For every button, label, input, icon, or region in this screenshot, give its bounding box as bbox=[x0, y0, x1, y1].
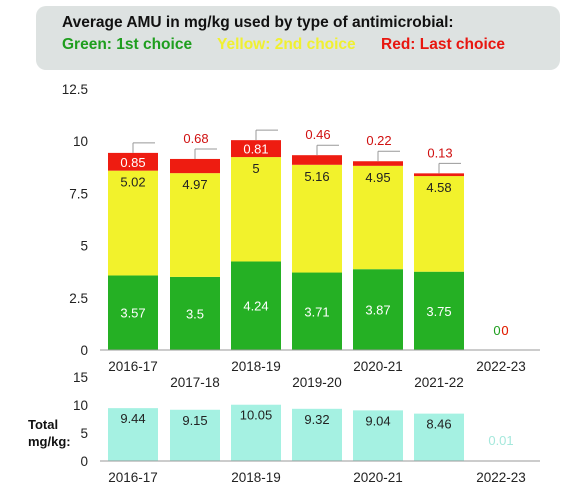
legend-yellow: Yellow: 2nd choice bbox=[217, 36, 356, 53]
x-tick-label: 2017-18 bbox=[170, 375, 220, 390]
total-x-tick-label: 2022-23 bbox=[476, 470, 526, 485]
total-data-label: 8.46 bbox=[426, 417, 451, 432]
total-data-label: 9.44 bbox=[120, 411, 145, 426]
bar-segment-yellow bbox=[353, 165, 403, 270]
bar-segment-green bbox=[108, 275, 158, 350]
total-x-tick-label: 2018-19 bbox=[231, 470, 281, 485]
total-bar bbox=[108, 408, 158, 461]
y-tick-label: 5 bbox=[80, 239, 88, 254]
x-tick-label: 2016-17 bbox=[108, 359, 158, 374]
data-label-green: 3.71 bbox=[304, 304, 329, 319]
bar-segment-green bbox=[292, 272, 342, 350]
total-x-tick-label: 2016-17 bbox=[108, 470, 158, 485]
data-label-yellow: 4.58 bbox=[426, 180, 451, 195]
y-tick-label: 0 bbox=[80, 343, 88, 358]
x-tick-label: 2022-23 bbox=[476, 359, 526, 374]
x-tick-label: 2018-19 bbox=[231, 359, 281, 374]
bar-segment-yellow bbox=[414, 176, 464, 272]
bar-segment-green bbox=[170, 276, 220, 350]
total-bar bbox=[231, 404, 281, 461]
data-label-green: 3.5 bbox=[186, 306, 204, 321]
bar-segment-red bbox=[414, 173, 464, 177]
total-label-line-2: mg/kg: bbox=[28, 434, 71, 449]
y-tick-label: 10 bbox=[73, 134, 88, 149]
data-label-red: 0.85 bbox=[120, 155, 145, 170]
data-label-green: 3.75 bbox=[426, 304, 451, 319]
data-label-green: 3.87 bbox=[365, 303, 390, 318]
total-bar bbox=[170, 409, 220, 461]
total-data-label: 10.05 bbox=[240, 408, 273, 423]
legend-red: Red: Last choice bbox=[381, 36, 506, 53]
bar-segment-red bbox=[170, 158, 220, 174]
data-label-yellow: 5.02 bbox=[120, 175, 145, 190]
total-y-tick-label: 15 bbox=[73, 370, 88, 385]
bar-segment-green bbox=[414, 271, 464, 350]
data-label-yellow: 0 bbox=[501, 323, 508, 338]
x-tick-label: 2019-20 bbox=[292, 375, 342, 390]
total-y-tick-label: 5 bbox=[80, 426, 88, 441]
bar-segment-yellow bbox=[108, 170, 158, 276]
data-label-red: 0 bbox=[501, 323, 508, 338]
data-label-yellow: 5 bbox=[252, 161, 259, 176]
data-label-yellow: 4.95 bbox=[365, 170, 390, 185]
data-label-red: 0.13 bbox=[427, 145, 452, 160]
bar-segment-green bbox=[231, 261, 281, 350]
total-data-label: 9.15 bbox=[182, 413, 207, 428]
total-data-label: 9.32 bbox=[304, 412, 329, 427]
total-y-tick-label: 10 bbox=[73, 398, 88, 413]
data-label-red: 0.22 bbox=[366, 133, 391, 148]
data-label-red: 0.46 bbox=[305, 127, 330, 142]
x-tick-label: 2021-22 bbox=[414, 375, 464, 390]
y-tick-label: 2.5 bbox=[69, 291, 88, 306]
total-bar bbox=[414, 413, 464, 461]
y-tick-label: 12.5 bbox=[62, 82, 88, 97]
data-label-yellow: 4.97 bbox=[182, 177, 207, 192]
total-label-line-1: Total bbox=[28, 417, 59, 432]
legend-box: Average AMU in mg/kg used by type of ant… bbox=[36, 6, 560, 70]
data-label-red: 0.68 bbox=[183, 131, 208, 146]
bar-segment-red bbox=[353, 161, 403, 166]
bar-segment-red bbox=[108, 152, 158, 171]
legend-title: Average AMU in mg/kg used by type of ant… bbox=[62, 14, 454, 31]
legend-green: Green: 1st choice bbox=[62, 36, 193, 53]
bar-segment-yellow bbox=[231, 157, 281, 262]
data-label-yellow: 5.16 bbox=[304, 169, 329, 184]
total-bar bbox=[353, 410, 403, 461]
total-label: Total mg/kg: bbox=[28, 416, 71, 450]
bar-segment-green bbox=[353, 269, 403, 350]
bar-segment-yellow bbox=[292, 164, 342, 273]
total-data-label: 9.04 bbox=[365, 413, 390, 428]
bar-segment-red bbox=[231, 140, 281, 158]
data-label-green: 3.57 bbox=[120, 306, 145, 321]
total-bar bbox=[292, 408, 342, 461]
bar-segment-red bbox=[292, 155, 342, 165]
x-tick-label: 2020-21 bbox=[353, 359, 403, 374]
data-label-red: 0.81 bbox=[243, 142, 268, 157]
total-data-label: 0.01 bbox=[488, 433, 513, 448]
data-label-green: 4.24 bbox=[243, 299, 268, 314]
data-label-green: 0 bbox=[493, 323, 500, 338]
total-y-tick-label: 0 bbox=[80, 454, 88, 469]
y-tick-label: 7.5 bbox=[69, 186, 88, 201]
bar-segment-yellow bbox=[170, 173, 220, 277]
total-x-tick-label: 2020-21 bbox=[353, 470, 403, 485]
